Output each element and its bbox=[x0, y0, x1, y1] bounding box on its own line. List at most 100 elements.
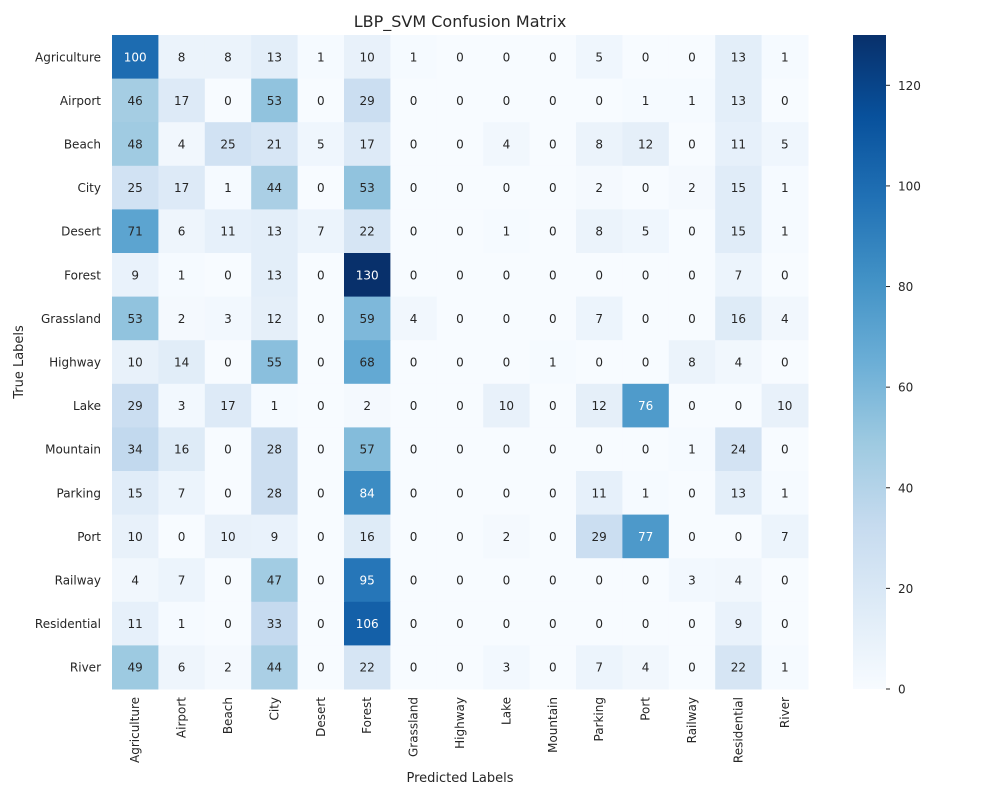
cell-value-label: 0 bbox=[688, 486, 696, 500]
heatmap-cell bbox=[204, 427, 252, 472]
heatmap-cell bbox=[483, 514, 531, 559]
heatmap-cell bbox=[483, 601, 531, 646]
heatmap-cell bbox=[112, 427, 159, 472]
heatmap-cell bbox=[436, 427, 484, 472]
heatmap-cell bbox=[576, 122, 623, 167]
heatmap-cell bbox=[390, 340, 438, 385]
heatmap-cell bbox=[251, 78, 299, 123]
cell-value-label: 11 bbox=[220, 225, 235, 239]
heatmap-cell bbox=[112, 645, 159, 690]
heatmap-cell bbox=[158, 340, 206, 385]
heatmap-cell bbox=[715, 253, 763, 298]
heatmap-cell bbox=[622, 78, 670, 123]
y-tick-label: Beach bbox=[64, 138, 101, 152]
cell-value-label: 10 bbox=[220, 530, 235, 544]
cell-value-label: 13 bbox=[267, 225, 282, 239]
cell-value-label: 4 bbox=[131, 574, 139, 588]
cell-value-label: 0 bbox=[503, 94, 511, 108]
heatmap-cell bbox=[112, 383, 159, 428]
cell-value-label: 1 bbox=[642, 486, 650, 500]
heatmap-cell bbox=[668, 558, 716, 603]
heatmap-cells bbox=[112, 35, 809, 690]
cell-value-label: 1 bbox=[503, 225, 511, 239]
x-tick-label: City bbox=[267, 697, 281, 721]
cell-value-label: 0 bbox=[224, 356, 232, 370]
heatmap-cell bbox=[344, 35, 391, 80]
cell-value-label: 1 bbox=[317, 50, 325, 64]
heatmap-cell bbox=[297, 514, 345, 559]
cell-value-label: 0 bbox=[688, 268, 696, 282]
cell-value-label: 2 bbox=[503, 530, 511, 544]
cell-value-label: 1 bbox=[224, 181, 232, 195]
colorbar-tick-label: 20 bbox=[898, 582, 913, 596]
cell-value-label: 0 bbox=[595, 356, 603, 370]
heatmap-cell bbox=[529, 122, 577, 167]
heatmap-cell bbox=[112, 122, 159, 167]
heatmap-cell bbox=[576, 427, 623, 472]
cell-value-label: 29 bbox=[128, 399, 143, 413]
cell-value-label: 2 bbox=[595, 181, 603, 195]
cell-value-label: 0 bbox=[595, 443, 603, 457]
heatmap-cell bbox=[622, 340, 670, 385]
heatmap-cell bbox=[251, 383, 299, 428]
cell-value-label: 7 bbox=[178, 486, 186, 500]
heatmap-cell bbox=[204, 165, 252, 210]
heatmap-cell bbox=[436, 601, 484, 646]
heatmap-cell bbox=[344, 514, 391, 559]
heatmap-cell bbox=[668, 122, 716, 167]
cell-value-label: 25 bbox=[128, 181, 143, 195]
y-tick-label: River bbox=[70, 661, 101, 675]
cell-value-label: 0 bbox=[410, 399, 418, 413]
heatmap-cell bbox=[576, 601, 623, 646]
heatmap-cell bbox=[529, 601, 577, 646]
heatmap-cell bbox=[715, 558, 763, 603]
heatmap-cell bbox=[204, 383, 252, 428]
cell-value-label: 0 bbox=[549, 574, 557, 588]
heatmap-cell bbox=[436, 165, 484, 210]
cell-value-label: 0 bbox=[549, 399, 557, 413]
cell-value-label: 0 bbox=[549, 50, 557, 64]
heatmap-cell bbox=[529, 35, 577, 80]
cell-value-label: 10 bbox=[499, 399, 514, 413]
cell-value-label: 0 bbox=[549, 181, 557, 195]
heatmap-cell bbox=[251, 340, 299, 385]
cell-value-label: 15 bbox=[731, 181, 746, 195]
cell-value-label: 0 bbox=[503, 574, 511, 588]
heatmap-cell bbox=[668, 340, 716, 385]
cell-value-label: 0 bbox=[688, 312, 696, 326]
cell-value-label: 49 bbox=[128, 661, 143, 675]
heatmap-cell bbox=[251, 165, 299, 210]
cell-value-label: 77 bbox=[638, 530, 653, 544]
heatmap-cell bbox=[761, 209, 809, 254]
cell-value-label: 8 bbox=[688, 356, 696, 370]
heatmap-cell bbox=[668, 383, 716, 428]
cell-value-label: 5 bbox=[595, 50, 603, 64]
cell-value-label: 0 bbox=[642, 574, 650, 588]
heatmap-cell bbox=[251, 35, 299, 80]
cell-value-label: 11 bbox=[731, 138, 746, 152]
heatmap-cell bbox=[297, 558, 345, 603]
cell-value-label: 14 bbox=[174, 356, 189, 370]
heatmap-cell bbox=[204, 122, 252, 167]
heatmap-cell bbox=[483, 165, 531, 210]
cell-value-label: 0 bbox=[549, 225, 557, 239]
colorbar-tick-label: 0 bbox=[898, 683, 906, 697]
cell-value-label: 17 bbox=[174, 181, 189, 195]
heatmap-cell bbox=[483, 383, 531, 428]
heatmap-cell bbox=[576, 296, 623, 341]
heatmap-cell bbox=[715, 122, 763, 167]
cell-value-label: 0 bbox=[549, 661, 557, 675]
cell-value-label: 6 bbox=[178, 661, 186, 675]
cell-value-label: 28 bbox=[267, 443, 282, 457]
heatmap-cell bbox=[715, 514, 763, 559]
heatmap-cell bbox=[158, 558, 206, 603]
cell-value-label: 4 bbox=[178, 138, 186, 152]
heatmap-cell bbox=[158, 645, 206, 690]
cell-value-label: 0 bbox=[735, 399, 743, 413]
cell-value-label: 12 bbox=[638, 138, 653, 152]
heatmap-cell bbox=[112, 78, 159, 123]
cell-value-label: 4 bbox=[503, 138, 511, 152]
heatmap-cell bbox=[529, 471, 577, 516]
heatmap-cell bbox=[112, 601, 159, 646]
heatmap-cell bbox=[576, 209, 623, 254]
